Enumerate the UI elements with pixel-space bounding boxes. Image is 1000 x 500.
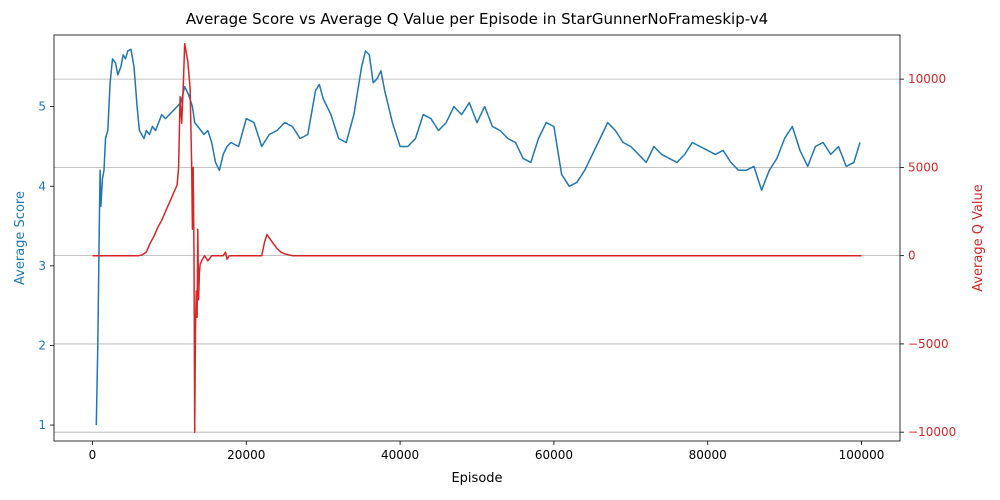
average-q-value-line (92, 43, 862, 433)
left-tick-label: 2 (38, 338, 46, 352)
left-tick-label: 3 (38, 259, 46, 273)
left-axis-label: Average Score (13, 191, 28, 285)
x-axis-ticks: 0 20000 40000 60000 80000 100000 (89, 441, 885, 462)
right-axis-ticks: −10000 −5000 0 5000 10000 (900, 72, 956, 439)
x-tick-label: 20000 (227, 448, 265, 462)
x-tick-label: 100000 (839, 448, 885, 462)
right-tick-label: 10000 (908, 72, 946, 86)
right-tick-label: 5000 (908, 160, 939, 174)
x-tick-label: 60000 (535, 448, 573, 462)
left-axis-ticks: 1 2 3 4 5 (38, 100, 54, 432)
left-tick-label: 1 (38, 418, 46, 432)
series-layer (92, 43, 862, 433)
right-tick-label: −10000 (908, 425, 956, 439)
left-tick-label: 4 (38, 179, 46, 193)
right-axis-label: Average Q Value (971, 184, 986, 292)
chart-title: Average Score vs Average Q Value per Epi… (186, 10, 768, 28)
x-tick-label: 80000 (689, 448, 727, 462)
plot-frame (53, 34, 901, 442)
x-axis-label: Episode (451, 471, 502, 486)
right-tick-label: 0 (908, 249, 916, 263)
right-tick-label: −5000 (908, 337, 949, 351)
x-tick-label: 0 (89, 448, 97, 462)
left-tick-label: 5 (38, 100, 46, 114)
x-tick-label: 40000 (381, 448, 419, 462)
average-score-line (95, 48, 861, 426)
